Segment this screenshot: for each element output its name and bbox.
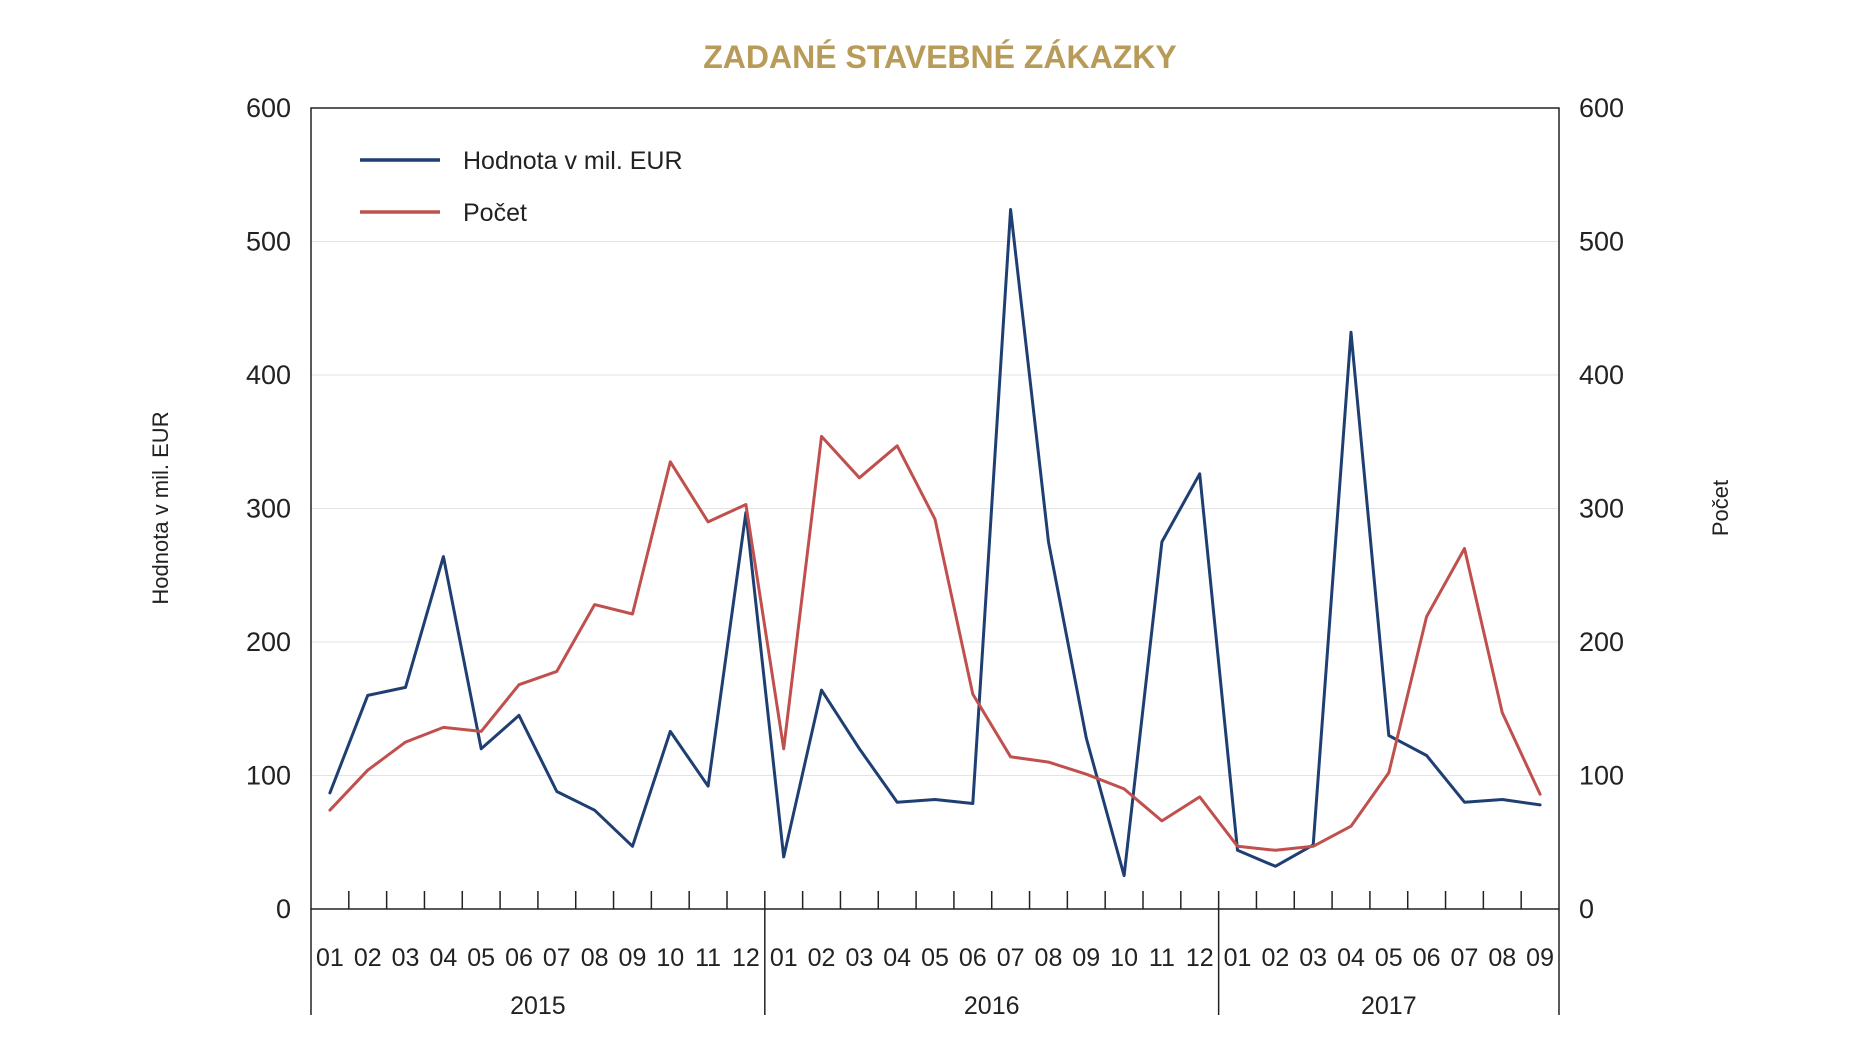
month-label: 09 — [1072, 944, 1100, 972]
month-label: 12 — [1186, 944, 1214, 972]
month-label: 06 — [959, 944, 987, 972]
gridlines — [311, 241, 1559, 776]
month-label: 07 — [1451, 944, 1479, 972]
year-label: 2016 — [964, 992, 1020, 1020]
month-label: 06 — [1413, 944, 1441, 972]
right-tick-label: 200 — [1579, 627, 1624, 657]
month-label: 04 — [429, 944, 457, 972]
month-label: 12 — [732, 944, 760, 972]
month-label: 10 — [656, 944, 684, 972]
legend-label-hodnota: Hodnota v mil. EUR — [463, 147, 683, 175]
month-label: 08 — [1488, 944, 1516, 972]
right-tick-label: 0 — [1579, 894, 1594, 924]
left-axis-title: Hodnota v mil. EUR — [148, 411, 173, 604]
right-tick-label: 100 — [1579, 761, 1624, 791]
month-label: 04 — [883, 944, 911, 972]
month-label: 04 — [1337, 944, 1365, 972]
series-line-hodnota — [328, 208, 1542, 878]
month-label: 06 — [505, 944, 533, 972]
series-lines — [328, 208, 1542, 878]
left-tick-label: 500 — [246, 227, 291, 257]
left-tick-label: 300 — [246, 494, 291, 524]
year-label: 2015 — [510, 992, 566, 1020]
left-tick-label: 0 — [276, 894, 291, 924]
left-axis-ticks: 0 100 200 300 400 500 600 — [246, 93, 291, 924]
right-axis-title: Počet — [1708, 480, 1733, 536]
month-label: 02 — [1261, 944, 1289, 972]
month-label: 03 — [392, 944, 420, 972]
month-label: 01 — [316, 944, 344, 972]
legend-label-pocet: Počet — [463, 199, 527, 227]
left-tick-label: 600 — [246, 93, 291, 123]
left-tick-label: 100 — [246, 761, 291, 791]
right-tick-label: 500 — [1579, 227, 1624, 257]
left-tick-label: 200 — [246, 627, 291, 657]
month-label: 03 — [845, 944, 873, 972]
month-label: 02 — [808, 944, 836, 972]
month-label: 01 — [1224, 944, 1252, 972]
chart-title: ZADANÉ STAVEBNÉ ZÁKAZKY — [703, 39, 1176, 75]
left-tick-label: 400 — [246, 360, 291, 390]
right-tick-label: 400 — [1579, 360, 1624, 390]
month-label: 05 — [1375, 944, 1403, 972]
right-tick-label: 300 — [1579, 494, 1624, 524]
plot-frame — [310, 107, 1560, 910]
month-label: 05 — [467, 944, 495, 972]
month-label: 07 — [543, 944, 571, 972]
right-axis-ticks: 0 100 200 300 400 500 600 — [1579, 93, 1624, 924]
month-label: 07 — [997, 944, 1025, 972]
month-label: 09 — [1526, 944, 1554, 972]
month-label: 08 — [1035, 944, 1063, 972]
month-label: 02 — [354, 944, 382, 972]
year-label: 2017 — [1361, 992, 1417, 1020]
month-label: 03 — [1299, 944, 1327, 972]
month-label: 05 — [921, 944, 949, 972]
month-label: 11 — [695, 944, 721, 972]
month-label: 10 — [1110, 944, 1138, 972]
month-label: 11 — [1149, 944, 1175, 972]
month-label: 09 — [619, 944, 647, 972]
x-axis: 01 02 03 04 05 06 07 08 09 10 11 12 01 02 03 04 05 06 07 08… — [310, 891, 1560, 1020]
month-label: 08 — [581, 944, 609, 972]
right-tick-label: 600 — [1579, 93, 1624, 123]
legend: Hodnota v mil. EUR Počet — [360, 147, 683, 227]
month-label: 01 — [770, 944, 798, 972]
series-line-pocet — [328, 434, 1542, 852]
